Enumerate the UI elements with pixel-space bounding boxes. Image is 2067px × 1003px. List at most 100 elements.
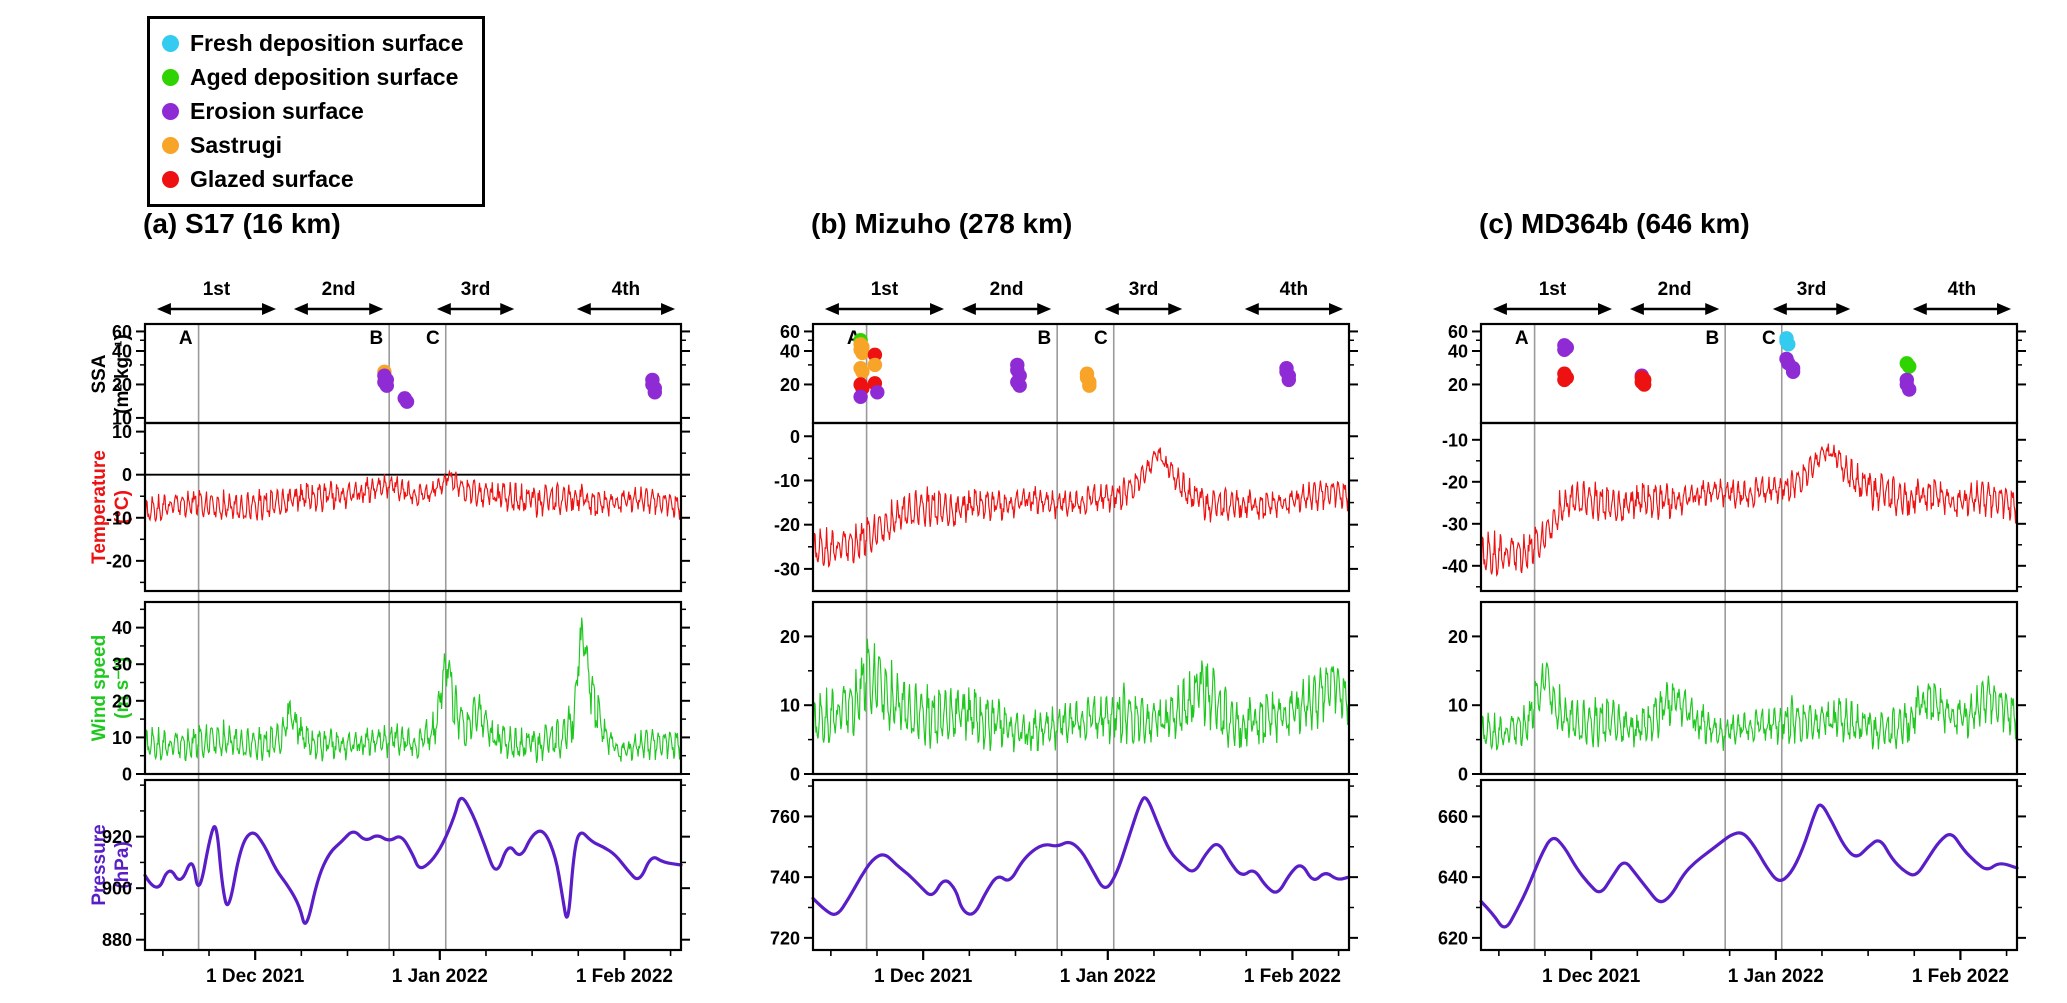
ssa-point-glazed (1557, 372, 1572, 388)
wind-axes-box (143, 600, 683, 776)
arrowhead-right-icon (1329, 303, 1344, 315)
arrowhead-left-icon (293, 303, 308, 315)
y-tick-label: -40 (1442, 556, 1468, 576)
y-tick-label: 0 (122, 465, 132, 485)
panel-c-wind-plot: 20 10 0 (1448, 600, 2026, 785)
arrowhead-left-icon (1492, 303, 1507, 315)
legend-label: Sastrugi (190, 132, 283, 158)
panel-c-pressure-plot: 660 640 620 (1438, 778, 2026, 952)
x-tick-label: 1 Feb 2022 (576, 966, 673, 987)
panel-b-wind-plot: 20 10 0 (780, 600, 1358, 785)
pressure-axes-box (143, 778, 683, 952)
arrowhead-left-icon (156, 303, 171, 315)
y-tick-label: 0 (790, 765, 800, 785)
x-tick-label: 1 Feb 2022 (1912, 966, 2009, 987)
y-tick-label: -20 (1442, 472, 1468, 492)
y-tick-label: 20 (780, 627, 800, 647)
ssa-point-erosion (1902, 382, 1917, 397)
arrowhead-right-icon (262, 303, 277, 315)
y-tick-label: 20 (1448, 375, 1468, 395)
period-label: 3rd (1129, 279, 1159, 300)
ssa-axes-box (143, 322, 683, 425)
period-label: 2nd (990, 279, 1024, 300)
y-tick-label: 40 (780, 342, 800, 362)
arrowhead-left-icon (1912, 303, 1927, 315)
y-tick-label: 920 (102, 827, 132, 847)
x-tick-label: 1 Jan 2022 (1728, 966, 1824, 987)
pressure-series (143, 796, 683, 925)
y-tick-label: 20 (780, 375, 800, 395)
y-tick-label: 720 (770, 928, 800, 948)
wind-series (812, 638, 1349, 753)
y-tick-label: 60 (1448, 322, 1468, 342)
y-tick-label: 640 (1438, 868, 1468, 888)
panel-a-temperature-plot: 10 0 -10 -20 (106, 421, 690, 593)
pressure-axes-box (1479, 778, 2019, 952)
panel-b-pressure-plot: 760 740 720 (770, 778, 1358, 952)
panel-a-pressure-plot: 920 900 880 (102, 778, 690, 952)
y-tick-label: 0 (790, 427, 800, 447)
y-tick-label: -30 (1442, 514, 1468, 534)
panel-b: ABC1st2nd3rd4th6040200-10-20-30201007607… (770, 279, 1358, 987)
wind-series (144, 617, 681, 763)
x-tick-label: 1 Dec 2021 (1542, 966, 1641, 987)
event-label-a: A (179, 328, 193, 349)
legend-item-erosion: Erosion surface (162, 97, 464, 126)
panel-b-title: (b) Mizuho (278 km) (811, 208, 1073, 239)
arrowhead-right-icon (930, 303, 945, 315)
legend-label: Fresh deposition surface (190, 30, 464, 56)
period-label: 2nd (322, 279, 356, 300)
temperature-axes-box (1479, 421, 2019, 593)
panel-b-temperature-plot: 0 -10 -20 -30 (774, 421, 1358, 593)
x-tick-label: 1 Dec 2021 (874, 966, 973, 987)
legend-item-glazed: Glazed surface (162, 165, 464, 194)
legend-label: Erosion surface (190, 98, 364, 124)
y-tick-label: 30 (112, 655, 132, 675)
x-tick-label: 1 Jan 2022 (392, 966, 488, 987)
period-label: 3rd (1797, 279, 1827, 300)
y-tick-label: 900 (102, 879, 132, 899)
y-tick-label: 40 (112, 618, 132, 638)
wind-axes-box (1479, 600, 2019, 776)
y-tick-label: 660 (1438, 807, 1468, 827)
pressure-series (1479, 803, 2019, 929)
y-tick-label: -20 (774, 515, 800, 535)
legend-item-fresh: Fresh deposition surface (162, 29, 464, 58)
arrowhead-right-icon (1598, 303, 1613, 315)
ssa-point-erosion (1785, 364, 1801, 379)
x-tick-label: 1 Dec 2021 (206, 966, 305, 987)
arrowhead-right-icon (1168, 303, 1183, 315)
pressure-series (811, 796, 1351, 916)
fresh-deposition-dot-icon (162, 35, 179, 52)
legend-label: Aged deposition surface (190, 64, 459, 90)
temperature-series (812, 447, 1349, 568)
period-label: 2nd (1658, 279, 1692, 300)
arrowhead-right-icon (661, 303, 676, 315)
temperature-axes-box (811, 421, 1351, 593)
event-label-c: C (1762, 328, 1776, 349)
event-label-c: C (1094, 328, 1108, 349)
arrowhead-right-icon (1997, 303, 2012, 315)
panel-c-title: (c) MD364b (646 km) (1479, 208, 1750, 239)
y-tick-label: 40 (1448, 342, 1468, 362)
arrowhead-left-icon (1772, 303, 1787, 315)
temperature-series (1480, 443, 2017, 578)
arrowhead-left-icon (436, 303, 451, 315)
y-tick-label: 10 (112, 422, 132, 442)
y-tick-label: 0 (122, 765, 132, 785)
wind-series (1480, 662, 2017, 751)
legend-item-sastrugi: Sastrugi (162, 131, 464, 160)
y-tick-label: 10 (112, 728, 132, 748)
y-tick-label: 20 (112, 691, 132, 711)
event-label-c: C (426, 328, 440, 349)
y-tick-label: 760 (770, 807, 800, 827)
period-label: 1st (1539, 279, 1567, 300)
event-label-b: B (1037, 328, 1051, 349)
x-tick-label: 1 Jan 2022 (1060, 966, 1156, 987)
x-tick-label: 1 Feb 2022 (1244, 966, 1341, 987)
